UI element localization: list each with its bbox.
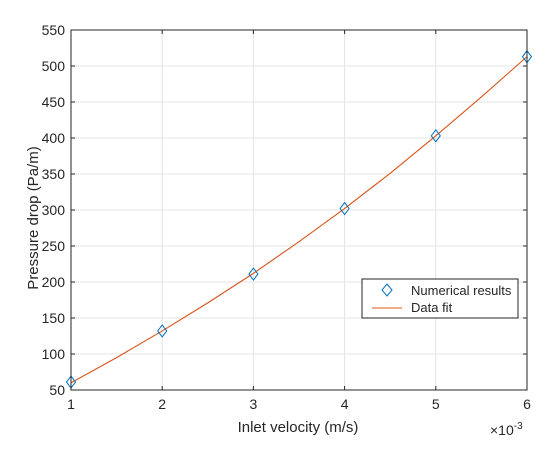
y-tick-label-2: 150 — [42, 310, 66, 326]
x-axis-exponent-base: ×10 — [490, 422, 514, 438]
y-tick-label-6: 350 — [42, 166, 66, 182]
y-tick-label-5: 300 — [42, 202, 66, 218]
legend-label-data-fit: Data fit — [411, 300, 453, 315]
y-tick-label-4: 250 — [42, 238, 66, 254]
data-fit-line — [70, 56, 528, 384]
data-fit-layer — [70, 56, 528, 384]
legend: Numerical results Data fit — [361, 278, 519, 319]
x-axis-ticks: 1 2 3 4 5 6 — [67, 30, 531, 412]
x-tick-label-3: 4 — [341, 396, 349, 412]
y-tick-label-10: 550 — [42, 22, 66, 38]
legend-label-numerical-results: Numerical results — [411, 283, 512, 298]
x-tick-label-5: 6 — [523, 396, 531, 412]
y-tick-label-9: 500 — [42, 58, 66, 74]
legend-diamond-marker-icon — [381, 283, 393, 297]
x-tick-label-1: 2 — [158, 396, 166, 412]
x-axis-exponent: ×10-3 — [490, 421, 523, 438]
x-axis-exponent-power: -3 — [514, 421, 523, 432]
x-axis-label: Inlet velocity (m/s) — [238, 419, 359, 436]
y-tick-label-8: 450 — [42, 94, 66, 110]
x-tick-label-2: 3 — [250, 396, 258, 412]
y-axis-label: Pressure drop (Pa/m) — [25, 146, 42, 289]
y-tick-label-0: 50 — [49, 382, 65, 398]
numerical-result-point-2 — [248, 267, 259, 281]
x-tick-label-4: 5 — [432, 396, 440, 412]
numerical-result-point-1 — [157, 324, 168, 338]
x-tick-label-0: 1 — [67, 396, 75, 412]
y-tick-label-1: 100 — [42, 346, 66, 362]
y-axis-ticks: 50 100 150 200 250 300 350 400 450 500 550 — [42, 22, 527, 398]
y-tick-label-3: 200 — [42, 274, 66, 290]
numerical-result-point-4 — [430, 129, 441, 143]
y-tick-label-7: 400 — [42, 130, 66, 146]
numerical-result-point-3 — [339, 201, 350, 216]
